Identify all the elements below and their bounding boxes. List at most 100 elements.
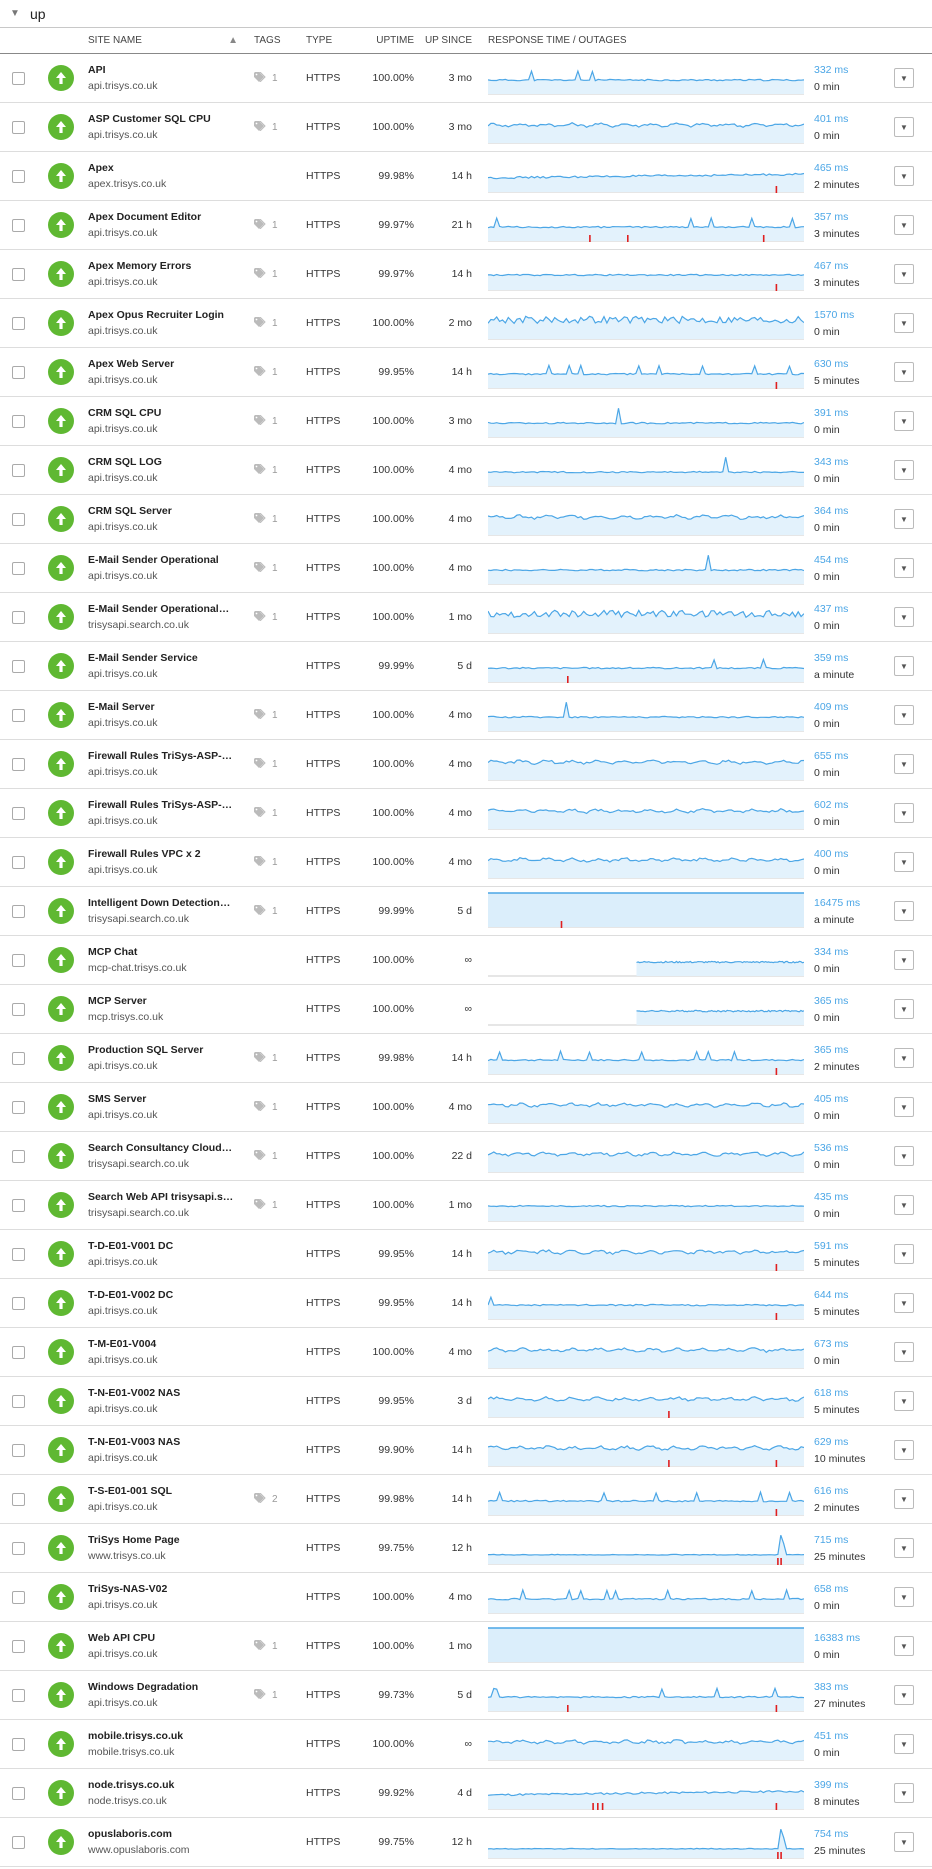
row-checkbox[interactable] [11,708,25,722]
outage-marker[interactable] [601,1803,604,1810]
table-row[interactable]: Search Consultancy Cloud… trisysapi.sear… [0,1132,932,1181]
row-checkbox[interactable] [11,1198,25,1212]
tags-cell[interactable]: 1 [246,708,302,722]
row-menu-button[interactable]: ▼ [894,1146,914,1166]
row-menu-button[interactable]: ▼ [894,950,914,970]
row-menu-button[interactable]: ▼ [894,1293,914,1313]
table-row[interactable]: Apex Memory Errors api.trisys.co.uk 1 HT… [0,250,932,299]
table-row[interactable]: ASP Customer SQL CPU api.trisys.co.uk 1 … [0,103,932,152]
sparkline-chart[interactable] [488,1332,804,1372]
tags-cell[interactable]: 1 [246,757,302,771]
row-checkbox[interactable] [11,463,25,477]
row-menu-button[interactable]: ▼ [894,1489,914,1509]
outage-marker[interactable] [777,1852,779,1859]
row-checkbox[interactable] [11,1639,25,1653]
sparkline-chart[interactable] [488,646,804,686]
row-menu-button[interactable]: ▼ [894,313,914,333]
sparkline-chart[interactable] [488,107,804,147]
status-up-icon[interactable] [48,408,74,434]
table-row[interactable]: E-Mail Sender Service api.trisys.co.uk H… [0,642,932,691]
outage-marker[interactable] [780,1558,782,1565]
response-time[interactable]: 435 ms [814,1190,849,1203]
row-menu-button[interactable]: ▼ [894,1244,914,1264]
site-name[interactable]: E-Mail Sender Service [88,652,198,664]
response-time[interactable]: 630 ms [814,357,849,370]
site-name[interactable]: Firewall Rules VPC x 2 [88,848,201,860]
table-row[interactable]: Apex Opus Recruiter Login api.trisys.co.… [0,299,932,348]
response-time[interactable]: 437 ms [814,602,849,615]
response-time[interactable]: 409 ms [814,700,849,713]
status-up-icon[interactable] [48,1388,74,1414]
row-menu-button[interactable]: ▼ [894,1097,914,1117]
tags-cell[interactable]: 1 [246,267,302,281]
site-name[interactable]: T-N-E01-V003 NAS [88,1436,181,1448]
row-menu-button[interactable]: ▼ [894,1636,914,1656]
response-time[interactable]: 405 ms [814,1092,849,1105]
row-menu-button[interactable]: ▼ [894,362,914,382]
outage-marker[interactable] [775,1313,778,1320]
status-up-icon[interactable] [48,898,74,924]
response-time[interactable]: 383 ms [814,1680,849,1693]
status-up-icon[interactable] [48,1094,74,1120]
response-time[interactable]: 655 ms [814,749,849,762]
row-checkbox[interactable] [11,1737,25,1751]
sparkline-chart[interactable] [488,1430,804,1470]
status-up-icon[interactable] [48,1633,74,1659]
table-row[interactable]: node.trisys.co.uk node.trisys.co.uk HTTP… [0,1769,932,1818]
site-name[interactable]: MCP Server [88,995,147,1007]
response-sparkline[interactable] [474,1577,804,1617]
row-checkbox[interactable] [11,1051,25,1065]
sparkline-chart[interactable] [488,450,804,490]
response-time[interactable]: 616 ms [814,1484,849,1497]
table-row[interactable]: MCP Chat mcp-chat.trisys.co.uk HTTPS 100… [0,936,932,985]
outage-marker[interactable] [597,1803,599,1810]
row-menu-button[interactable]: ▼ [894,656,914,676]
table-row[interactable]: T-N-E01-V003 NAS api.trisys.co.uk HTTPS … [0,1426,932,1475]
response-time[interactable]: 391 ms [814,406,849,419]
status-up-icon[interactable] [48,163,74,189]
response-sparkline[interactable] [474,989,804,1029]
tags-cell[interactable]: 1 [246,120,302,134]
row-checkbox[interactable] [11,512,25,526]
row-menu-button[interactable]: ▼ [894,999,914,1019]
row-menu-button[interactable]: ▼ [894,460,914,480]
response-time[interactable]: 451 ms [814,1729,849,1742]
group-header[interactable]: ▼ up [0,0,932,28]
row-checkbox[interactable] [11,1492,25,1506]
table-row[interactable]: Web API CPU api.trisys.co.uk 1 HTTPS 100… [0,1622,932,1671]
sparkline-chart[interactable] [488,1283,804,1323]
response-sparkline[interactable] [474,744,804,784]
site-name[interactable]: CRM SQL CPU [88,407,162,419]
response-sparkline[interactable] [474,499,804,539]
response-sparkline[interactable] [474,646,804,686]
response-time[interactable]: 673 ms [814,1337,849,1350]
status-up-icon[interactable] [48,1339,74,1365]
response-time[interactable]: 618 ms [814,1386,849,1399]
site-name[interactable]: T-M-E01-V004 [88,1338,157,1350]
response-time[interactable]: 658 ms [814,1582,849,1595]
row-menu-button[interactable]: ▼ [894,1685,914,1705]
sparkline-chart[interactable] [488,597,804,637]
response-time[interactable]: 644 ms [814,1288,849,1301]
row-checkbox[interactable] [11,1835,25,1849]
response-time[interactable]: 332 ms [814,63,849,76]
row-checkbox[interactable] [11,1786,25,1800]
row-menu-button[interactable]: ▼ [894,1440,914,1460]
row-checkbox[interactable] [11,1688,25,1702]
col-type[interactable]: TYPE [306,35,333,46]
status-up-icon[interactable] [48,261,74,287]
sparkline-chart[interactable] [488,254,804,294]
status-up-icon[interactable] [48,1731,74,1757]
col-uptime[interactable]: UPTIME [376,35,414,46]
outage-marker[interactable] [775,382,778,389]
response-time[interactable]: 357 ms [814,210,849,223]
status-up-icon[interactable] [48,1045,74,1071]
row-menu-button[interactable]: ▼ [894,1048,914,1068]
response-time[interactable]: 629 ms [814,1435,849,1448]
row-menu-button[interactable]: ▼ [894,1342,914,1362]
response-time[interactable]: 1570 ms [814,308,855,321]
outage-marker[interactable] [775,1460,778,1467]
response-sparkline[interactable] [474,1234,804,1274]
response-time[interactable]: 536 ms [814,1141,849,1154]
sparkline-chart[interactable] [488,1038,804,1078]
